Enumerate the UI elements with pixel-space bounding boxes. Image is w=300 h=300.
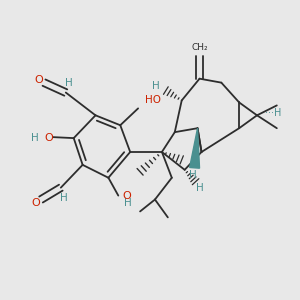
Text: H: H [31, 133, 39, 143]
Text: H: H [124, 199, 132, 208]
Text: H: H [65, 78, 73, 88]
Text: H: H [189, 170, 196, 180]
Text: HO: HO [145, 95, 161, 106]
Text: CH₂: CH₂ [191, 44, 208, 52]
Text: O: O [44, 133, 53, 143]
Text: O: O [32, 197, 40, 208]
Text: H: H [152, 81, 160, 91]
Text: ···H: ···H [265, 108, 281, 118]
Polygon shape [190, 128, 200, 168]
Text: O: O [35, 75, 44, 85]
Text: H: H [196, 183, 203, 193]
Text: O: O [122, 190, 131, 201]
Text: H: H [60, 193, 68, 202]
